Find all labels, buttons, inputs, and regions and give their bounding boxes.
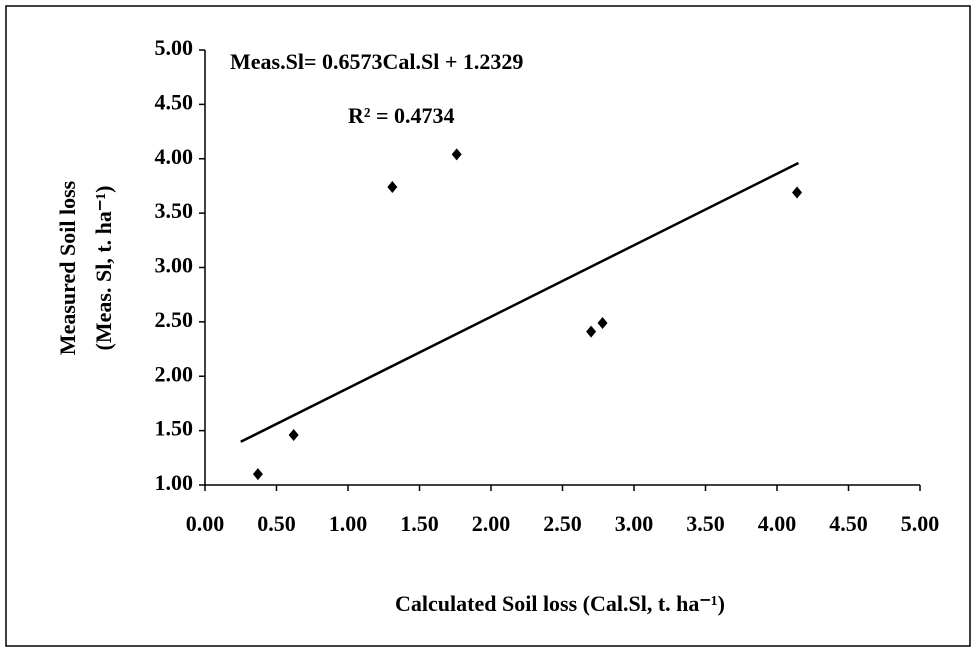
x-tick-label: 0.50: [257, 511, 296, 536]
chart: Meas.Sl= 0.6573Cal.Sl + 1.2329 R² = 0.47…: [0, 0, 976, 652]
y-axis-title: (Meas. Sl, t. ha⁻¹): [91, 186, 116, 351]
y-tick-label: 2.00: [155, 361, 194, 386]
y-tick-label: 1.50: [155, 416, 194, 441]
y-tick-label: 3.00: [155, 253, 194, 278]
y-tick-label: 1.00: [155, 470, 194, 495]
y-tick-label: 4.50: [155, 89, 194, 114]
x-axis-title: Calculated Soil loss (Cal.Sl, t. ha⁻¹): [395, 591, 725, 616]
y-axis-title: Measured Soil loss: [55, 180, 80, 355]
x-tick-label: 2.50: [543, 511, 582, 536]
x-tick-label: 1.00: [329, 511, 368, 536]
y-tick-label: 5.00: [155, 35, 194, 60]
y-tick-label: 3.50: [155, 198, 194, 223]
x-tick-label: 3.00: [615, 511, 654, 536]
equation: Meas.Sl= 0.6573Cal.Sl + 1.2329: [230, 49, 523, 74]
y-tick-label: 4.00: [155, 144, 194, 169]
x-tick-label: 3.50: [686, 511, 725, 536]
x-tick-label: 5.00: [901, 511, 940, 536]
x-tick-label: 4.00: [758, 511, 797, 536]
r-squared: R² = 0.4734: [348, 103, 455, 128]
x-tick-label: 1.50: [400, 511, 439, 536]
x-tick-label: 0.00: [186, 511, 225, 536]
x-tick-label: 2.00: [472, 511, 511, 536]
y-tick-label: 2.50: [155, 307, 194, 332]
chart-border: [6, 6, 970, 646]
x-tick-label: 4.50: [829, 511, 868, 536]
